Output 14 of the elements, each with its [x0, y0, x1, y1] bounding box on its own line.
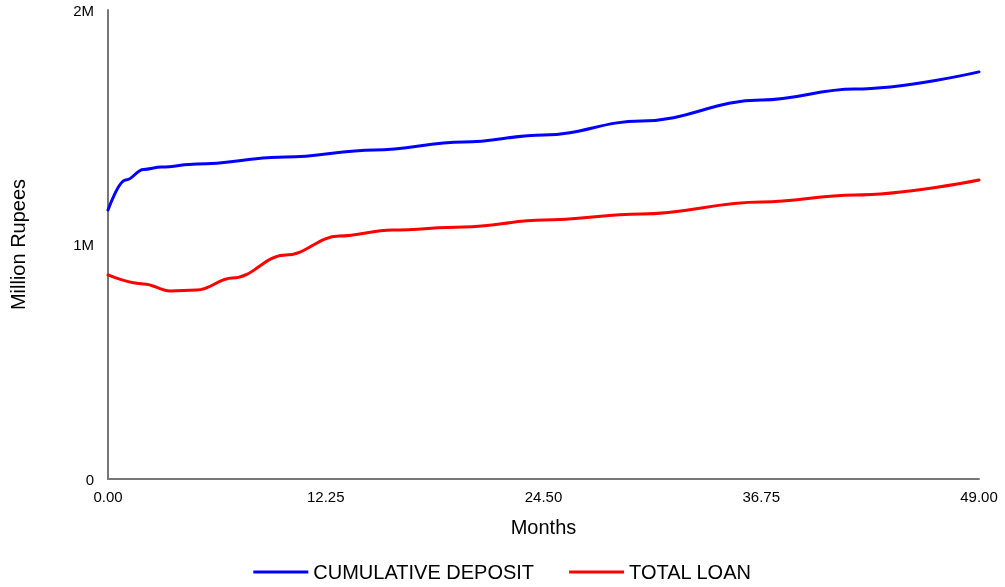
- line-series: [106, 178, 981, 293]
- line-series: [106, 70, 981, 212]
- x-tick-label: 0.00: [93, 488, 123, 505]
- y-tick-label: 0: [85, 470, 94, 488]
- x-tick-label: 49.00: [960, 488, 998, 505]
- x-tick-label: 12.25: [306, 488, 345, 505]
- x-tick-label: 36.75: [742, 488, 781, 505]
- y-tick-label: 1M: [73, 236, 94, 253]
- y-axis-title: Million Rupees: [7, 178, 29, 311]
- y-tick-label: 2M: [73, 1, 94, 19]
- legend-label: CUMULATIVE DEPOSIT: [313, 561, 535, 583]
- legend-label: TOTAL LOAN: [629, 561, 751, 583]
- x-tick-label: 24.50: [524, 488, 563, 505]
- x-axis-title: Months: [510, 516, 577, 538]
